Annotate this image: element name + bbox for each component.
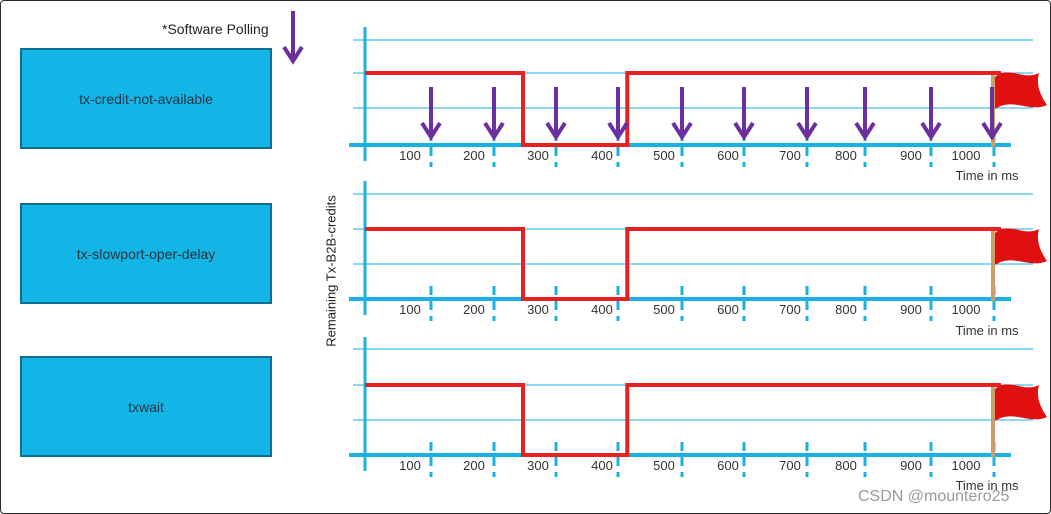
watermark: CSDN @mountero25 bbox=[858, 488, 1010, 505]
tick-label: 300 bbox=[527, 148, 549, 163]
tick-label: 400 bbox=[591, 302, 613, 317]
tick-label: 900 bbox=[900, 302, 922, 317]
credit-signal-line bbox=[365, 227, 1001, 301]
red-flag-icon bbox=[995, 228, 1047, 265]
down-arrow-icon bbox=[733, 121, 755, 141]
tick-label: 600 bbox=[717, 458, 739, 473]
tick-label: 100 bbox=[399, 302, 421, 317]
tick-label: 300 bbox=[527, 302, 549, 317]
red-flag-icon bbox=[995, 384, 1047, 421]
red-flag-icon bbox=[995, 72, 1047, 109]
tick-label: 600 bbox=[717, 148, 739, 163]
down-arrow-icon bbox=[420, 121, 442, 141]
tick-label: 800 bbox=[835, 148, 857, 163]
down-arrow-icon bbox=[920, 121, 942, 141]
tick-label: 500 bbox=[653, 458, 675, 473]
tick-label: 900 bbox=[900, 458, 922, 473]
metric-label: txwait bbox=[128, 398, 164, 415]
tick-label: 1000 bbox=[952, 458, 981, 473]
down-arrow-icon bbox=[981, 121, 1003, 141]
tick-label: 800 bbox=[835, 302, 857, 317]
tick-label: 300 bbox=[527, 458, 549, 473]
tick-label: 500 bbox=[653, 148, 675, 163]
tick-label: 100 bbox=[399, 148, 421, 163]
tick-label: 200 bbox=[463, 302, 485, 317]
down-arrow-icon bbox=[796, 121, 818, 141]
metric-label: tx-slowport-oper-delay bbox=[76, 245, 216, 262]
tick-label: 400 bbox=[591, 148, 613, 163]
down-arrow-icon bbox=[854, 121, 876, 141]
metric-box-txwait: txwait bbox=[20, 356, 272, 457]
down-arrow-icon bbox=[483, 121, 505, 141]
tick-label: 100 bbox=[399, 458, 421, 473]
legend-label: *Software Polling bbox=[162, 21, 269, 37]
credit-signal-line bbox=[365, 71, 1001, 147]
metric-box-tx-credit-not-available: tx-credit-not-available bbox=[20, 48, 272, 149]
down-arrow-icon bbox=[607, 121, 629, 141]
tick-label: 200 bbox=[463, 148, 485, 163]
tick-label: 800 bbox=[835, 458, 857, 473]
tick-label: 1000 bbox=[952, 302, 981, 317]
x-axis-label: Time in ms bbox=[955, 323, 1019, 338]
tick-label: 700 bbox=[779, 458, 801, 473]
metric-label: tx-credit-not-available bbox=[79, 90, 213, 107]
credit-signal-line bbox=[365, 383, 1001, 457]
tick-label: 700 bbox=[779, 302, 801, 317]
tick-label: 500 bbox=[653, 302, 675, 317]
down-arrow-icon bbox=[671, 121, 693, 141]
x-axis-label: Time in ms bbox=[955, 168, 1019, 183]
tick-label: 1000 bbox=[952, 148, 981, 163]
tick-label: 900 bbox=[900, 148, 922, 163]
down-arrow-icon bbox=[282, 11, 304, 65]
tick-label: 400 bbox=[591, 458, 613, 473]
down-arrow-icon bbox=[545, 121, 567, 141]
x-axis-label: Time in ms bbox=[955, 478, 1019, 493]
tick-label: 200 bbox=[463, 458, 485, 473]
tick-label: 600 bbox=[717, 302, 739, 317]
tick-label: 700 bbox=[779, 148, 801, 163]
metric-box-tx-slowport-oper-delay: tx-slowport-oper-delay bbox=[20, 203, 272, 304]
